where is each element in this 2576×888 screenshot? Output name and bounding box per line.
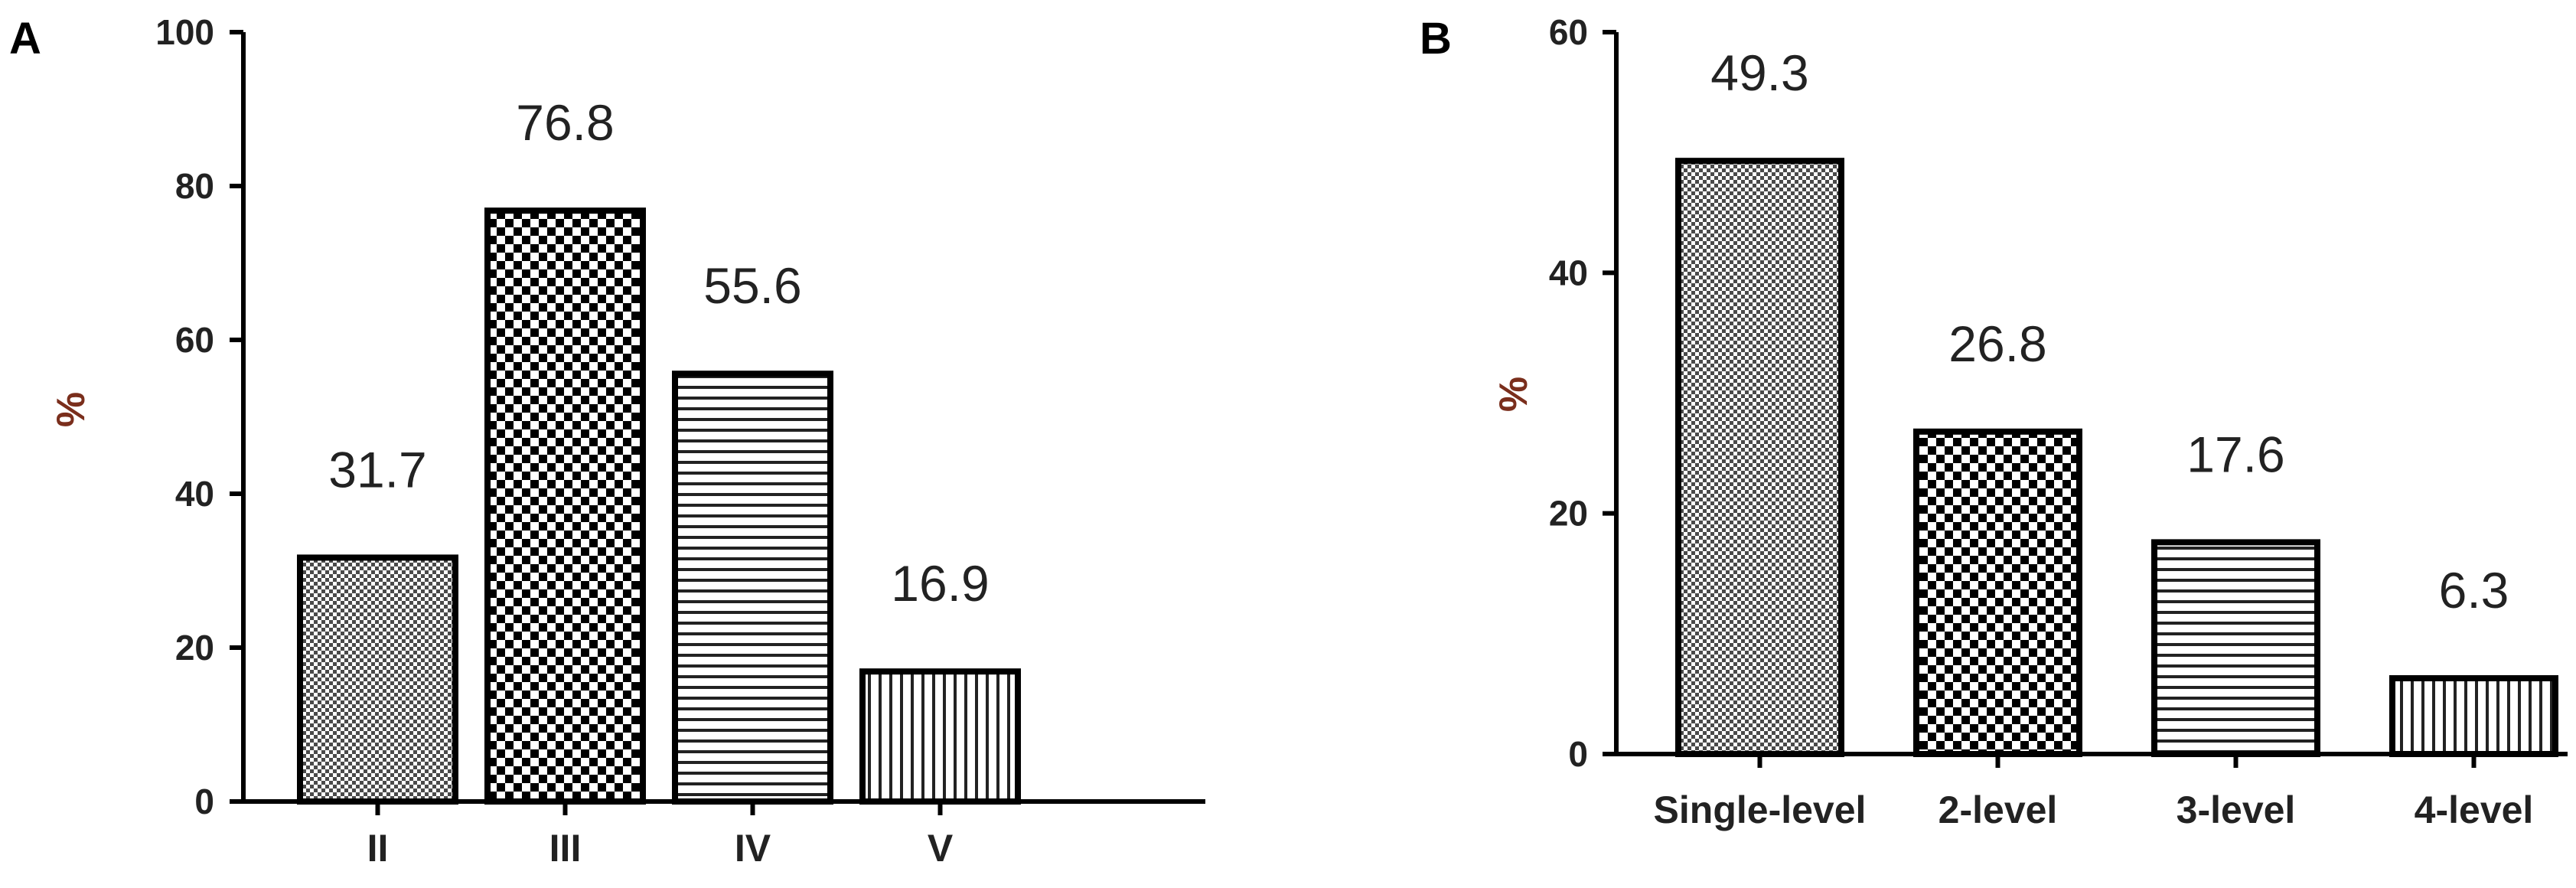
panel-b-y-tick-label: 40 bbox=[1549, 253, 1588, 292]
panel-b-data-label: 6.3 bbox=[2439, 562, 2509, 619]
panel-a-category-label: II bbox=[367, 827, 389, 870]
panel-b-category-label: 2-level bbox=[1939, 788, 2058, 831]
panel-b-data-label: 49.3 bbox=[1710, 44, 1808, 101]
panel-a-bar-1 bbox=[297, 554, 458, 805]
panel-b-y-tick-label: 60 bbox=[1549, 12, 1588, 52]
panel-a-category-label: III bbox=[549, 827, 582, 870]
panel-a-bar-3 bbox=[672, 371, 833, 805]
panel-a: A% 0 20 40 60 80 100 II 31.7 III 76.8 IV 55.6 V 16.9 bbox=[9, 12, 1205, 870]
panel-a-y-tick-label: 100 bbox=[155, 12, 214, 52]
panel-b-category-label: Single-level bbox=[1654, 788, 1867, 831]
panel-b-y-axis-label: % bbox=[1492, 377, 1536, 412]
panel-a-y-tick-label: 0 bbox=[194, 782, 214, 821]
panel-b-y-tick-label: 0 bbox=[1568, 734, 1588, 774]
panel-a-y-tick-label: 40 bbox=[175, 474, 214, 514]
panel-b-bar-1 bbox=[1675, 158, 1844, 757]
panel-a-bar-4 bbox=[859, 668, 1021, 805]
panel-b-data-label: 26.8 bbox=[1948, 315, 2046, 372]
panel-a-y-tick-label: 60 bbox=[175, 320, 214, 360]
panel-b-bar-4 bbox=[2389, 674, 2558, 757]
panel-b-data-label: 17.6 bbox=[2186, 426, 2284, 482]
panel-a-data-label: 55.6 bbox=[703, 257, 801, 314]
panel-a-bar-2 bbox=[484, 207, 646, 805]
panel-a-y-axis-label: % bbox=[49, 392, 93, 427]
panel-a-category-label: V bbox=[928, 827, 954, 870]
panel-b-letter: B bbox=[1420, 14, 1452, 64]
panel-a-data-label: 31.7 bbox=[328, 441, 426, 498]
panel-a-data-label: 76.8 bbox=[516, 94, 614, 151]
panel-a-letter: A bbox=[9, 14, 41, 64]
panel-a-data-label: 16.9 bbox=[891, 555, 989, 612]
panel-a-y-tick-label: 80 bbox=[175, 166, 214, 206]
panel-b-bar-3 bbox=[2151, 539, 2320, 757]
panel-b-category-label: 3-level bbox=[2177, 788, 2296, 831]
panel-a-category-label: IV bbox=[735, 827, 771, 870]
panel-b: B% 0 20 40 60 Single-level 49.3 2-level 26.8 3-le… bbox=[1420, 12, 2568, 831]
panel-a-y-tick-label: 20 bbox=[175, 628, 214, 668]
panel-b-y-tick-label: 20 bbox=[1549, 494, 1588, 534]
panel-b-bar-2 bbox=[1913, 428, 2082, 757]
panel-b-category-label: 4-level bbox=[2415, 788, 2534, 831]
